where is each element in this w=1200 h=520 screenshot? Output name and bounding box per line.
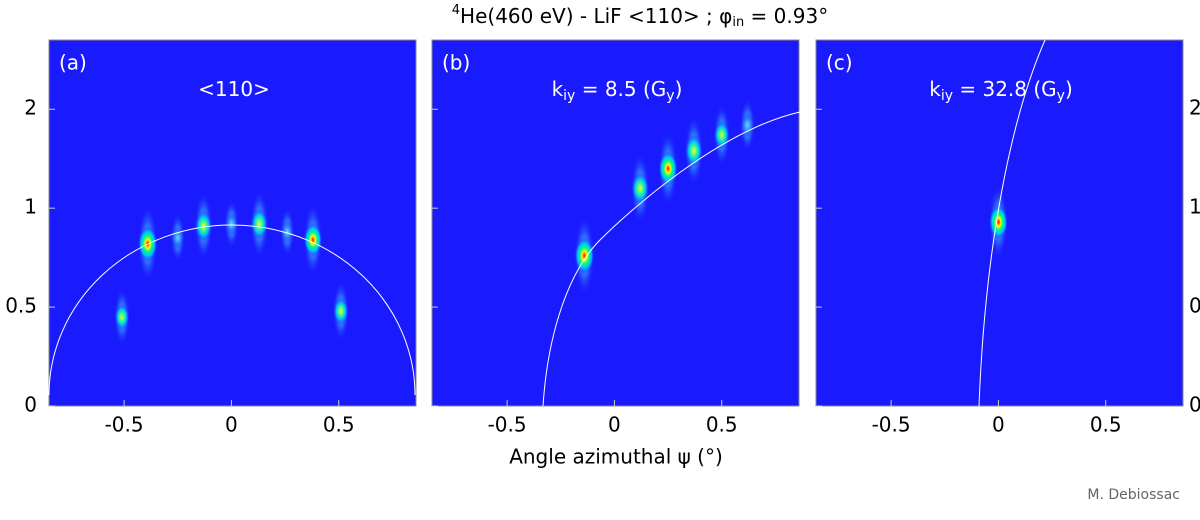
- x-tick-label: 0.5: [706, 413, 738, 437]
- y-tick-label: 2: [24, 96, 37, 120]
- y-tick-label: 0.5: [1189, 294, 1200, 318]
- laue-circle: [48, 224, 416, 396]
- annotation-text: k: [552, 77, 564, 101]
- spot-core: [194, 210, 213, 242]
- x-tick-label: 0.5: [323, 413, 355, 437]
- annotation-sub: y: [1057, 88, 1065, 104]
- y-tick-label: 2: [1189, 96, 1200, 120]
- diffraction-spot: [630, 152, 650, 224]
- y-tick-label: 0: [1189, 393, 1200, 417]
- panel-label: (a): [59, 51, 87, 75]
- spot-core: [224, 212, 238, 235]
- laue-circle: [542, 111, 801, 407]
- diffraction-spot: [280, 207, 295, 257]
- laue-circle: [978, 39, 1046, 407]
- x-tick-label: 0.5: [1090, 413, 1122, 437]
- diffraction-spot: [250, 189, 269, 259]
- spot-core: [303, 223, 323, 257]
- annotation-text: = 8.5 (G: [575, 77, 666, 101]
- spot-core: [574, 237, 595, 274]
- x-axis-label: Angle azimuthal ψ (°): [509, 445, 723, 469]
- title: 4He(460 eV) - LiF <110> ; φin = 0.93°: [452, 3, 828, 30]
- spot-core: [740, 113, 755, 138]
- spot-core: [684, 134, 703, 167]
- diffraction-spot: [574, 215, 595, 296]
- title-sup: 4: [452, 3, 460, 18]
- diffraction-spot: [170, 213, 185, 263]
- y-tick-label: 0: [24, 393, 37, 417]
- x-tick-label: 0: [608, 413, 621, 437]
- diffraction-spot: [713, 103, 731, 167]
- panel: -0.5 0 0.5 0 0.5 1 2 (c) kiy = 32.8 (Gy): [815, 39, 1200, 437]
- annotation-text: <110>: [198, 77, 270, 101]
- spot-core: [631, 172, 650, 205]
- diffraction-spot: [658, 130, 678, 207]
- spot-core: [333, 297, 349, 325]
- annotation: kiy = 32.8 (Gy): [929, 77, 1073, 105]
- panel-label: (c): [826, 51, 853, 75]
- title-text: = 0.93°: [744, 4, 828, 28]
- annotation-sub: iy: [563, 88, 575, 104]
- x-tick-label: -0.5: [872, 413, 911, 437]
- annotation: <110>: [198, 77, 270, 101]
- diffraction-spot: [194, 191, 213, 261]
- spot-core: [171, 226, 185, 249]
- title-sub: in: [732, 15, 744, 30]
- diffraction-spot: [684, 115, 704, 187]
- panel: -0.5 0 0.5 0 0.5 1 2 (a) <110>: [5, 39, 417, 437]
- spot-core: [280, 220, 294, 243]
- spot-core: [250, 208, 269, 240]
- diffraction-spot: [739, 98, 756, 152]
- plot-area: [431, 39, 800, 407]
- panel-label: (b): [442, 51, 470, 75]
- diffraction-spot: [988, 184, 1009, 260]
- annotation-text: ): [1065, 77, 1073, 101]
- x-tick-label: 0: [992, 413, 1005, 437]
- spot-core: [114, 303, 130, 330]
- credit: M. Debiossac: [1087, 487, 1180, 503]
- title-text: He(460 eV) - LiF <110> ; φ: [460, 4, 732, 28]
- annotation-sub: iy: [941, 88, 953, 104]
- x-tick-label: -0.5: [105, 413, 144, 437]
- y-tick-label: 1: [1189, 195, 1200, 219]
- diffraction-spot: [303, 203, 323, 277]
- y-tick-label: 0.5: [5, 294, 37, 318]
- annotation-text: ): [675, 77, 683, 101]
- spot-core: [988, 205, 1008, 240]
- diffraction-spot: [113, 287, 130, 346]
- panel: -0.5 0 0.5 (b) kiy = 8.5 (Gy): [431, 39, 800, 437]
- spot-core: [713, 120, 730, 149]
- annotation-text: = 32.8 (G: [953, 77, 1057, 101]
- diffraction-spot: [332, 280, 350, 342]
- y-tick-label: 1: [24, 195, 37, 219]
- x-tick-label: 0: [225, 413, 238, 437]
- diffraction-spot: [224, 199, 239, 249]
- x-tick-label: -0.5: [488, 413, 527, 437]
- spot-core: [658, 151, 678, 186]
- annotation: kiy = 8.5 (Gy): [552, 77, 683, 105]
- annotation-sub: y: [666, 88, 674, 104]
- annotation-text: k: [929, 77, 941, 101]
